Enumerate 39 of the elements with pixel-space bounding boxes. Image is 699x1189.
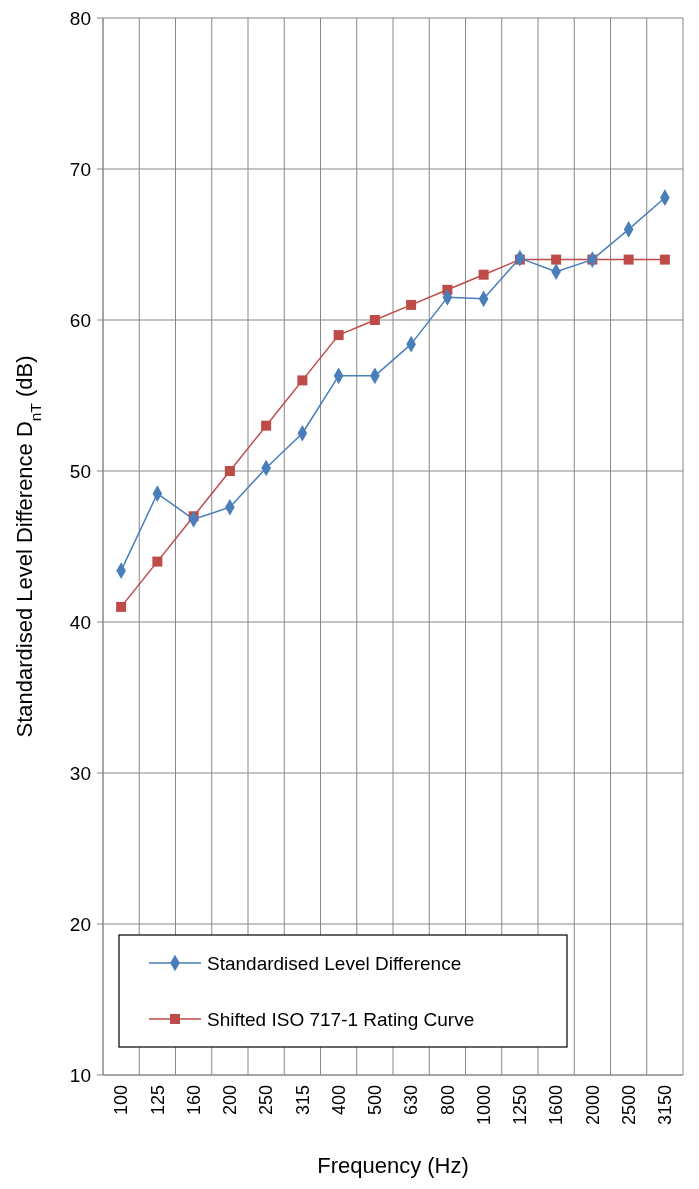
point [116, 601, 127, 612]
x-tick-label: 400 [328, 1085, 349, 1116]
x-tick-label: 500 [365, 1085, 386, 1116]
point [152, 556, 163, 567]
y-tick-label: 50 [69, 460, 91, 482]
x-tick-label: 3150 [655, 1085, 676, 1126]
legend-label: Shifted ISO 717-1 Rating Curve [207, 1008, 475, 1030]
y-tick-label: 60 [69, 309, 91, 331]
point [406, 299, 417, 310]
point [224, 466, 235, 476]
y-tick-label: 10 [69, 1064, 91, 1086]
y-tick-label: 40 [69, 611, 91, 633]
point [261, 420, 272, 431]
x-tick-label: 200 [220, 1085, 241, 1116]
x-tick-label: 315 [292, 1085, 313, 1116]
point [623, 254, 634, 265]
point [551, 254, 562, 265]
x-axis-title: Frequency (Hz) [317, 1153, 469, 1178]
x-tick-label: 160 [183, 1085, 204, 1116]
x-tick-label: 100 [111, 1085, 132, 1116]
point [478, 269, 489, 280]
x-tick-label: 630 [401, 1085, 422, 1116]
x-tick-label: 2000 [582, 1085, 603, 1126]
x-tick-label: 125 [147, 1085, 168, 1116]
x-tick-label: 800 [437, 1085, 458, 1116]
y-tick-label: 80 [69, 7, 91, 29]
x-tick-label: 2500 [618, 1085, 639, 1126]
legend-label: Standardised Level Difference [207, 952, 462, 974]
x-tick-label: 1000 [473, 1085, 494, 1126]
x-tick-label: 250 [256, 1085, 277, 1116]
point [659, 254, 670, 265]
point [369, 315, 380, 325]
x-tick-label: 1600 [546, 1085, 567, 1126]
y-tick-label: 30 [69, 762, 91, 784]
y-tick-label: 20 [69, 913, 91, 935]
point [333, 330, 344, 341]
y-tick-label: 70 [69, 158, 91, 180]
x-tick-label: 1250 [510, 1085, 531, 1126]
point [297, 375, 308, 386]
